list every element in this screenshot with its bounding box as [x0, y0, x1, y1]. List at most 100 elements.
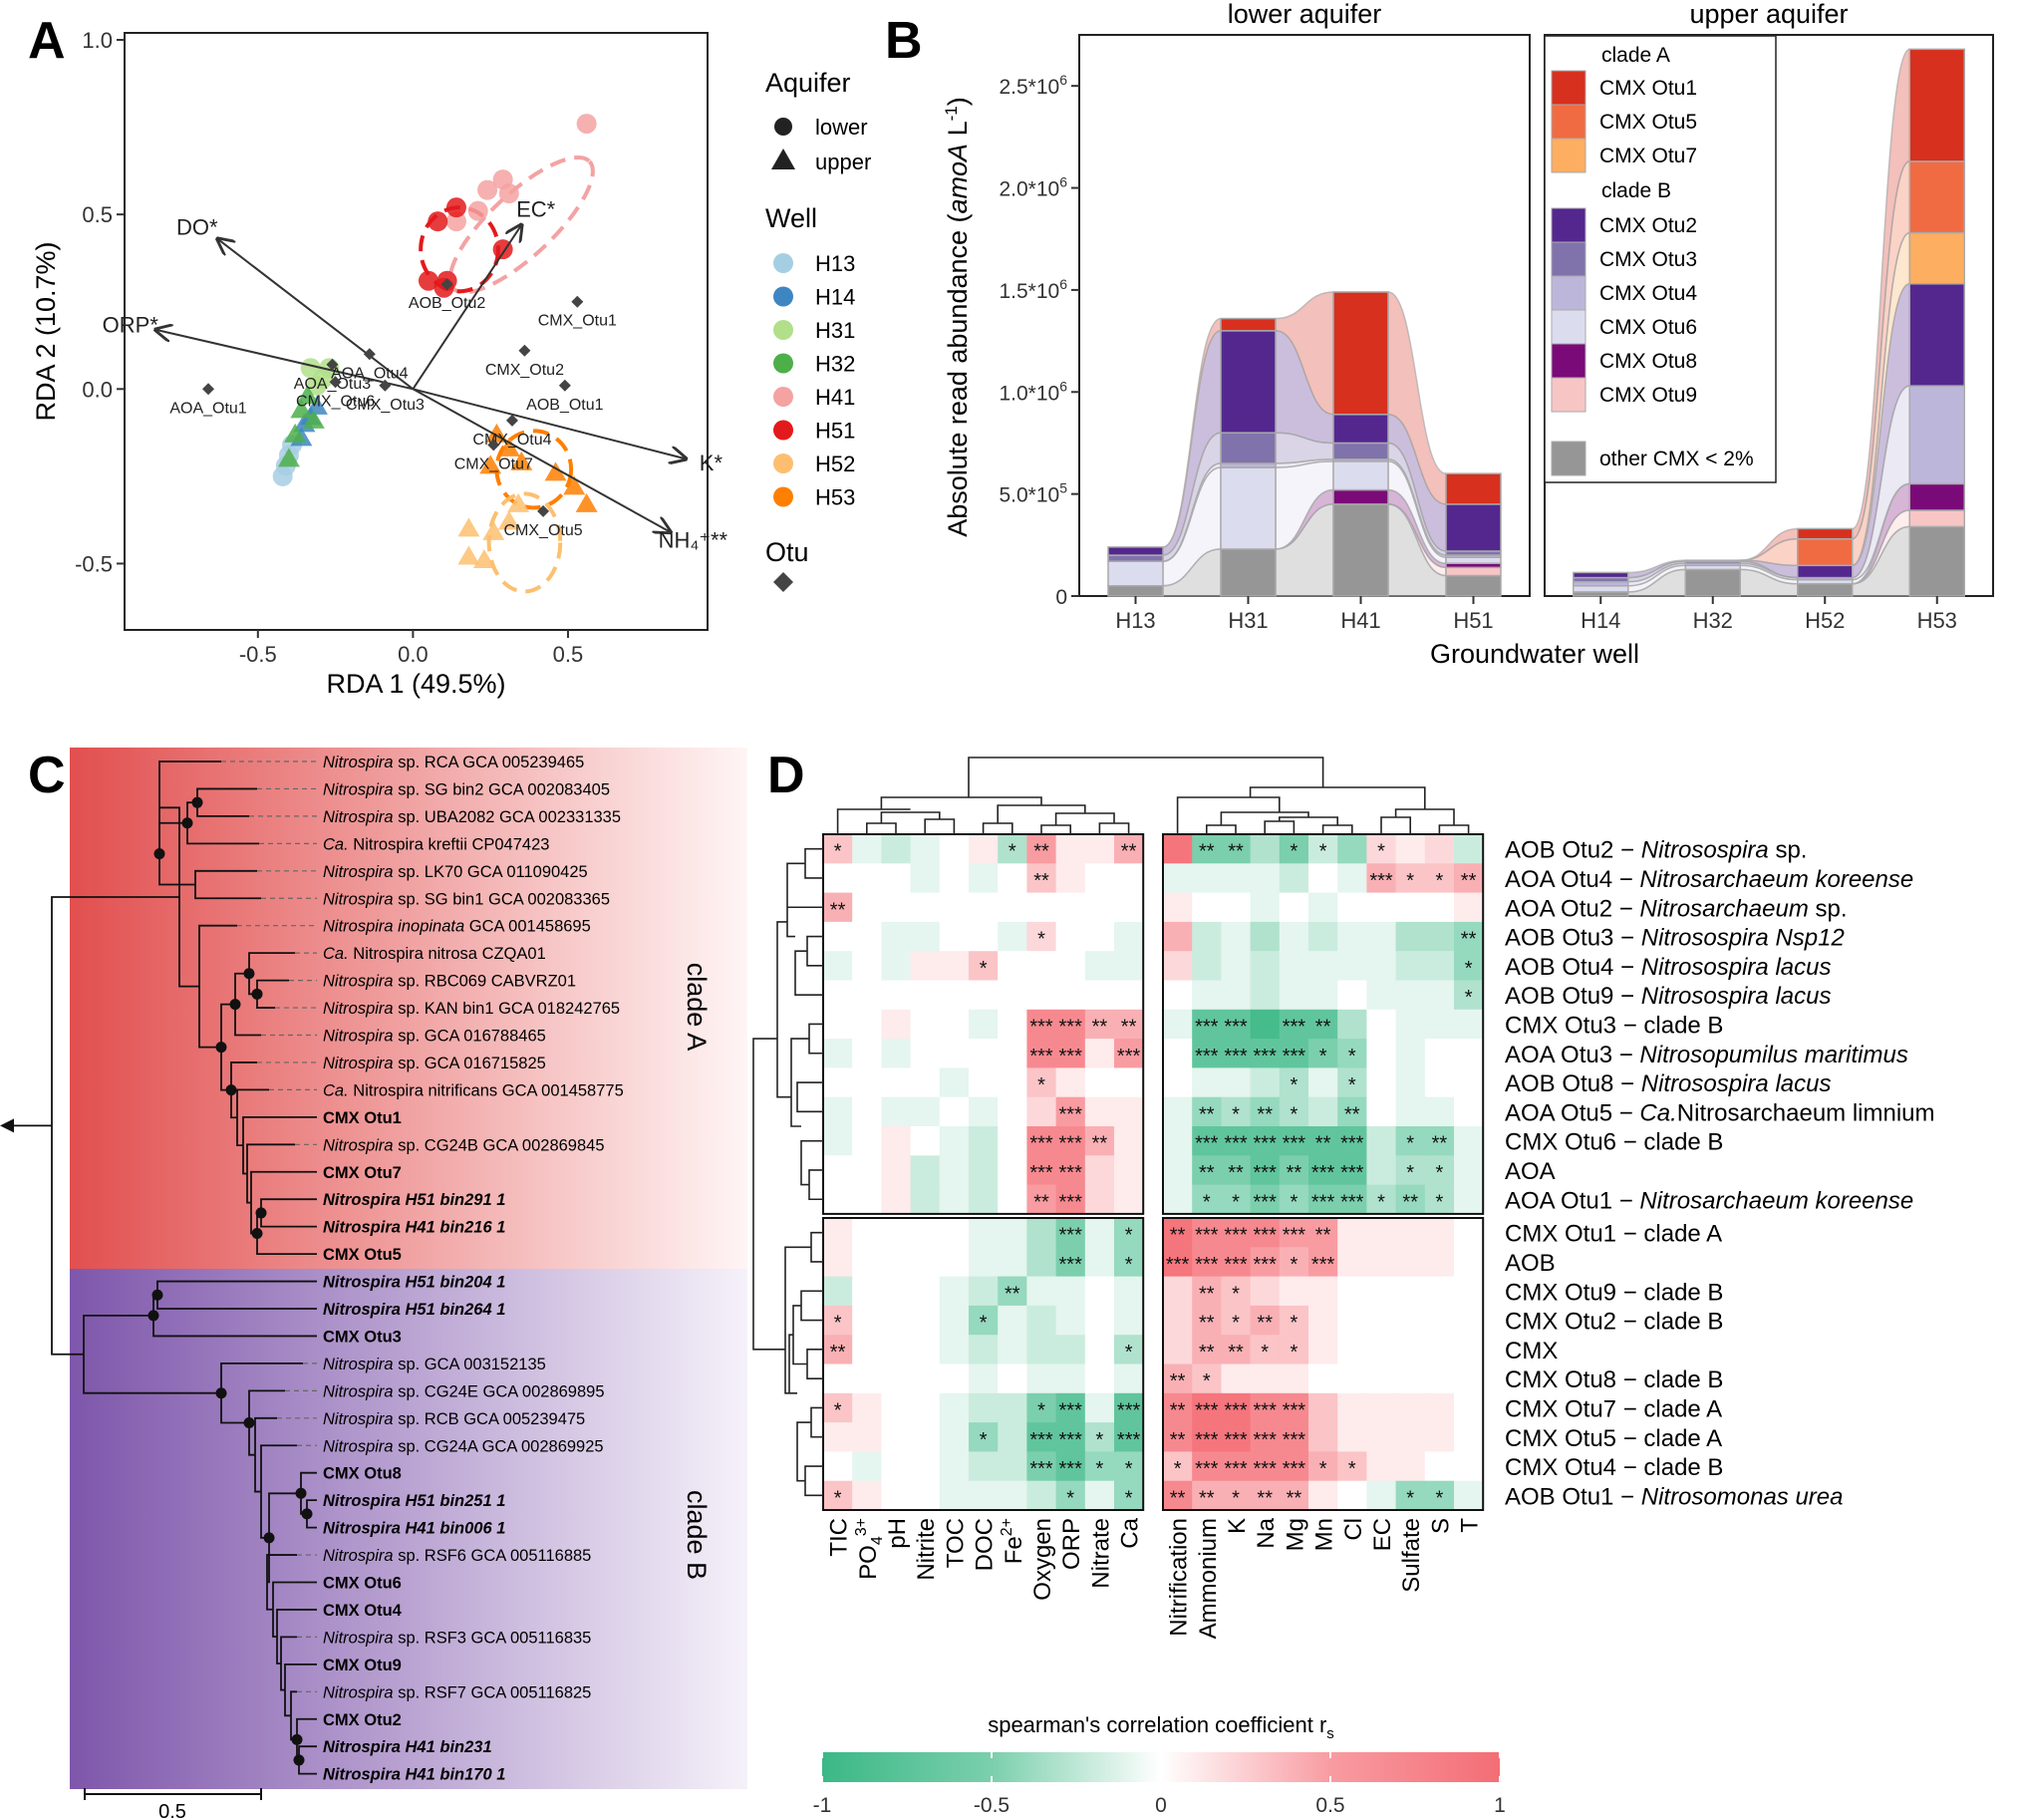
heatmap-cell: [1337, 1335, 1367, 1365]
significance-stars: *: [1291, 841, 1298, 863]
heatmap-cell: [1055, 892, 1086, 923]
heatmap-cell: [1026, 1039, 1056, 1068]
heatmap-cell: [1084, 1392, 1115, 1423]
tip-label: Ca. Nitrospira kreftii CP047423: [323, 835, 549, 853]
heatmap-cell: [998, 1126, 1027, 1156]
column-label: Fe2+: [999, 1518, 1027, 1564]
significance-stars: ***: [1283, 1046, 1306, 1067]
significance-stars: *: [1348, 1458, 1356, 1480]
bar-segment-h31-cmx-otu2: [1220, 330, 1277, 434]
legend-lower-label: lower: [815, 115, 868, 140]
heatmap-cell: [969, 1335, 999, 1365]
heatmap-cell: [1055, 1218, 1086, 1248]
significance-stars: **: [1092, 1133, 1108, 1155]
row-label-part: CMX Otu8 − clade B: [1505, 1366, 1723, 1393]
heatmap-cell: [823, 1067, 853, 1098]
heatmap-cell: [1026, 1422, 1056, 1452]
heatmap-cell: [1454, 951, 1484, 981]
bar-segment-h51-cmx-otu9: [1445, 566, 1502, 577]
otu-marker-cmx-otu7: [487, 439, 500, 452]
row-label: CMX Otu4 − clade B: [1505, 1454, 1723, 1481]
significance-stars: *: [1096, 1458, 1104, 1480]
heatmap-cell: [1366, 1126, 1396, 1156]
heatmap-cell: [1279, 1422, 1309, 1452]
heatmap-cell: [1192, 1276, 1222, 1307]
heatmap-cell: [939, 1392, 970, 1423]
heatmap-cell: [1395, 1155, 1426, 1185]
heatmap-cell: [939, 1480, 970, 1511]
heatmap-cell: [998, 1218, 1027, 1248]
dendrogram-branch: [1206, 824, 1237, 834]
significance-stars: ***: [1029, 1162, 1053, 1184]
tree-branch: [194, 884, 261, 900]
tip-name: Nitrospira: [323, 1000, 394, 1018]
significance-stars: *: [1125, 1225, 1133, 1247]
tip-label: CMX Otu2: [323, 1711, 402, 1729]
bar-segment-h53-cmx-otu2: [1908, 283, 1965, 387]
heatmap-cell: [910, 1218, 941, 1248]
panel-label-d: D: [767, 747, 805, 804]
row-label: CMX Otu2 − clade B: [1505, 1309, 1723, 1336]
legend-swatch-cmx-otu2: [1551, 207, 1586, 243]
y-tick-label: 5.0*105: [999, 480, 1067, 507]
tip-name: Nitrospira: [323, 1382, 394, 1400]
dendrogram-branch: [786, 862, 805, 938]
heatmap-cell: [969, 1305, 999, 1336]
heatmap-cell: [1308, 1392, 1338, 1423]
legend-swatch-cmx-otu3: [1551, 241, 1586, 277]
legend-swatch-other-cmx-2: [1551, 441, 1586, 476]
panel-label-b: B: [885, 12, 923, 70]
heatmap-cell: [1163, 863, 1193, 893]
heatmap-cell: [1114, 1247, 1144, 1277]
heatmap-cell: [1055, 1276, 1086, 1307]
heatmap-cell: [1026, 951, 1056, 981]
heatmap-cell: [1055, 863, 1086, 893]
heatmap-cell: [852, 1276, 882, 1307]
heatmap-cell: [1395, 1276, 1426, 1307]
significance-stars: ***: [1283, 1399, 1306, 1421]
heatmap-cell: [1424, 834, 1455, 864]
tip-rest: sp. RSF7 GCA 005116825: [394, 1683, 592, 1701]
heatmap-cell: [1366, 1305, 1396, 1336]
tip-name: Nitrospira: [323, 1437, 394, 1455]
dendrogram-branch: [806, 935, 823, 967]
colorbar-tick-label: -1: [813, 1794, 832, 1817]
legend-upper-label: upper: [815, 150, 871, 174]
tree-branch: [276, 1636, 281, 1665]
y-tick-exponent: 6: [1059, 378, 1067, 394]
row-label: CMX Otu5 − clade A: [1505, 1425, 1722, 1452]
point-h52: [472, 548, 495, 568]
dendrogram-branch: [794, 950, 823, 996]
heatmap-cell: [1026, 1392, 1056, 1423]
arrow-label-ec: EC*: [516, 197, 556, 222]
heatmap-cell: [1192, 1480, 1222, 1511]
heatmap-cell: [823, 1364, 853, 1394]
heatmap-cell: [1114, 834, 1144, 864]
heatmap-cell: [823, 834, 853, 864]
dendrogram-branch: [924, 818, 956, 834]
heatmap-cell: [1424, 921, 1455, 952]
row-label-part: sp.: [1769, 837, 1808, 864]
tip-rest: sp. RBC069 CABVRZ01: [394, 973, 576, 991]
tip-label: Nitrospira sp. CG24B GCA 002869845: [323, 1136, 605, 1154]
heatmap-cell: [998, 1184, 1027, 1215]
legend-label-cmx-otu3: CMX Otu3: [1599, 248, 1697, 271]
heatmap-cell: [1221, 1096, 1251, 1127]
bar-segment-h41-cmx-otu6: [1332, 460, 1389, 491]
heatmap-cell: [969, 1451, 999, 1482]
heatmap-cell: [939, 834, 970, 864]
dendrogram-branch: [1380, 816, 1411, 834]
point-h51: [445, 197, 466, 218]
significance-stars: *: [1232, 1487, 1240, 1509]
bar-segment-h31-cmx-otu3: [1220, 432, 1277, 464]
tree-branch: [220, 1047, 231, 1091]
heatmap-cell: [1055, 1009, 1086, 1040]
otu-marker-cmx-otu3: [379, 379, 392, 392]
significance-stars: ***: [1029, 1133, 1053, 1155]
significance-stars: **: [1005, 1283, 1020, 1305]
heatmap-cell: [1424, 1067, 1455, 1098]
heatmap-cell: [969, 1184, 999, 1215]
column-label-base: Nitrification: [1166, 1518, 1193, 1637]
heatmap-cell: [1114, 1155, 1144, 1185]
significance-stars: ***: [1254, 1191, 1278, 1213]
